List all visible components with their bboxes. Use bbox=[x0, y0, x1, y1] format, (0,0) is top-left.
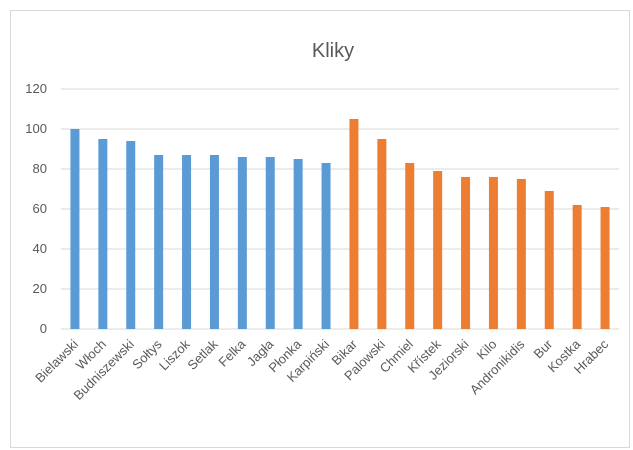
bar-płonka bbox=[293, 159, 303, 329]
bar-bur bbox=[544, 191, 554, 329]
y-tick-label: 20 bbox=[33, 281, 47, 296]
bar-liszok bbox=[182, 155, 192, 329]
bar-chart: Kliky 0 20 40 60 80 100 120 BielawskiWłochBudn… bbox=[25, 40, 619, 403]
y-tick-label: 40 bbox=[33, 241, 47, 256]
bar-sołtys bbox=[154, 155, 164, 329]
y-tick-label: 60 bbox=[33, 201, 47, 216]
bar-budniszewski bbox=[126, 141, 136, 329]
chart-title: Kliky bbox=[312, 40, 354, 62]
bar-kilo bbox=[488, 177, 498, 329]
x-tick-label: Felka bbox=[215, 336, 249, 370]
bar-jagła bbox=[265, 157, 275, 329]
bar-andronikidis bbox=[516, 179, 526, 329]
x-axis-labels: BielawskiWłochBudniszewskiSołtysLiszokSe… bbox=[32, 336, 611, 403]
bar-palowski bbox=[377, 139, 387, 329]
x-tick-label: Setlak bbox=[184, 336, 221, 373]
bars bbox=[70, 119, 610, 329]
bar-karpiński bbox=[321, 163, 331, 329]
bar-włoch bbox=[98, 139, 108, 329]
bar-kostka bbox=[572, 205, 582, 329]
bar-křístek bbox=[433, 171, 443, 329]
y-tick-label: 80 bbox=[33, 161, 47, 176]
grid-layer bbox=[61, 88, 619, 330]
bar-bielawski bbox=[70, 129, 80, 329]
bar-felka bbox=[237, 157, 247, 329]
bar-setlak bbox=[209, 155, 219, 329]
bar-jeziorski bbox=[461, 177, 471, 329]
bar-hrabec bbox=[600, 207, 610, 329]
bar-bikar bbox=[349, 119, 359, 329]
x-tick-label: Liszok bbox=[156, 336, 193, 373]
y-axis-ticks: 0 20 40 60 80 100 120 bbox=[25, 81, 47, 336]
y-tick-label: 100 bbox=[25, 121, 47, 136]
y-tick-label: 120 bbox=[25, 81, 47, 96]
y-tick-label: 0 bbox=[40, 321, 47, 336]
bar-chmiel bbox=[405, 163, 415, 329]
chart-frame: Kliky 0 20 40 60 80 100 120 Bielawski Włoch Budn… bbox=[10, 10, 630, 448]
